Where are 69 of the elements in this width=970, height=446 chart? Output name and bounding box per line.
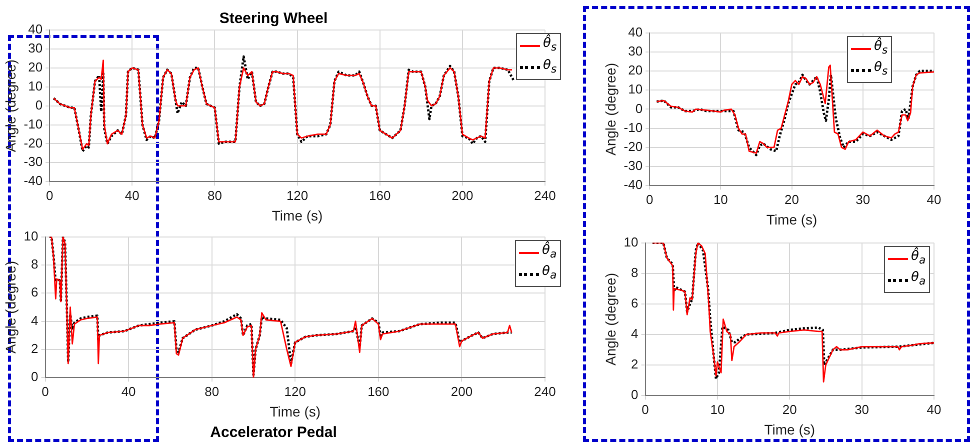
y-tick-label: 8 bbox=[631, 264, 638, 280]
y-tick-label: 6 bbox=[631, 296, 638, 310]
y-tick-label: 10 bbox=[624, 234, 638, 250]
chart-title: Steering Wheel bbox=[219, 10, 328, 28]
x-tick-label: 240 bbox=[534, 188, 556, 203]
y-axis-title: Angle (degree) bbox=[2, 260, 18, 354]
y-tick-label: -20 bbox=[624, 138, 643, 154]
legend-label: θ$_{s}$ bbox=[543, 56, 557, 78]
legend-label: θ̂$_{s}$ bbox=[543, 35, 557, 56]
y-tick-label: -30 bbox=[624, 158, 643, 174]
x-axis-title: Time (s) bbox=[272, 207, 323, 224]
y-axis-title: Angle (degree) bbox=[602, 62, 618, 156]
y-tick-label: 0 bbox=[31, 369, 38, 384]
y-tick-label: 10 bbox=[628, 82, 643, 97]
y-tick-label: 0 bbox=[35, 97, 43, 112]
y-tick-label: 4 bbox=[31, 312, 38, 328]
y-tick-label: 30 bbox=[628, 43, 643, 58]
y-tick-label: 30 bbox=[28, 40, 43, 56]
x-tick-label: 10 bbox=[710, 402, 725, 417]
x-tick-label: 240 bbox=[534, 384, 556, 399]
y-tick-label: -10 bbox=[24, 116, 43, 132]
legend-label: θ̂$_{a}$ bbox=[911, 248, 926, 268]
legend-label: θ̂$_{s}$ bbox=[874, 38, 888, 58]
legend-label: θ$_{a}$ bbox=[542, 263, 557, 284]
text: Accelerator Pedal bbox=[210, 424, 337, 442]
y-tick-label: 8 bbox=[31, 256, 38, 272]
x-axis-title: Time (s) bbox=[764, 421, 816, 438]
y-tick-label: 2 bbox=[31, 341, 38, 356]
y-tick-label: -40 bbox=[624, 177, 643, 192]
x-tick-label: 40 bbox=[926, 192, 942, 207]
x-tick-label: 120 bbox=[286, 188, 308, 203]
x-axis-title: Time (s) bbox=[270, 403, 321, 420]
x-tick-label: 160 bbox=[369, 188, 391, 203]
x-tick-label: 80 bbox=[204, 384, 220, 399]
x-tick-label: 40 bbox=[124, 188, 140, 203]
x-tick-label: 0 bbox=[46, 188, 54, 203]
x-tick-label: 30 bbox=[856, 192, 870, 207]
y-axis-title: Angle (degree) bbox=[602, 272, 618, 366]
x-tick-label: 0 bbox=[646, 192, 654, 207]
x-tick-label: 120 bbox=[284, 384, 306, 399]
y-tick-label: -20 bbox=[24, 135, 43, 150]
legend-label: θ̂$_{a}$ bbox=[542, 242, 557, 262]
x-tick-label: 200 bbox=[450, 384, 473, 399]
y-tick-label: 4 bbox=[631, 326, 638, 342]
y-tick-label: -10 bbox=[624, 120, 643, 135]
legend-label: θ$_{a}$ bbox=[911, 269, 926, 290]
y-tick-label: 20 bbox=[28, 59, 43, 74]
x-tick-label: 40 bbox=[926, 402, 942, 417]
y-tick-label: 10 bbox=[28, 78, 43, 94]
y-tick-label: 2 bbox=[631, 356, 638, 372]
y-tick-label: 0 bbox=[635, 100, 643, 116]
x-tick-label: 20 bbox=[784, 192, 800, 207]
y-tick-label: 40 bbox=[628, 24, 643, 40]
x-tick-label: 30 bbox=[854, 402, 870, 417]
y-axis-title: Angle (degree) bbox=[2, 59, 18, 152]
x-tick-label: 160 bbox=[368, 384, 390, 399]
x-tick-label: 40 bbox=[121, 384, 136, 399]
x-tick-label: 20 bbox=[782, 402, 797, 417]
x-tick-label: 10 bbox=[713, 192, 728, 207]
legend-label: θ$_{s}$ bbox=[874, 59, 888, 80]
y-tick-label: -40 bbox=[24, 173, 43, 188]
x-axis-title: Time (s) bbox=[766, 211, 818, 228]
x-tick-label: 200 bbox=[452, 188, 474, 203]
y-tick-label: -30 bbox=[24, 154, 43, 170]
y-tick-label: 40 bbox=[28, 22, 43, 37]
y-tick-label: 6 bbox=[31, 284, 38, 300]
x-tick-label: 80 bbox=[207, 188, 222, 203]
y-tick-label: 20 bbox=[628, 62, 643, 78]
y-tick-label: 10 bbox=[24, 228, 38, 244]
